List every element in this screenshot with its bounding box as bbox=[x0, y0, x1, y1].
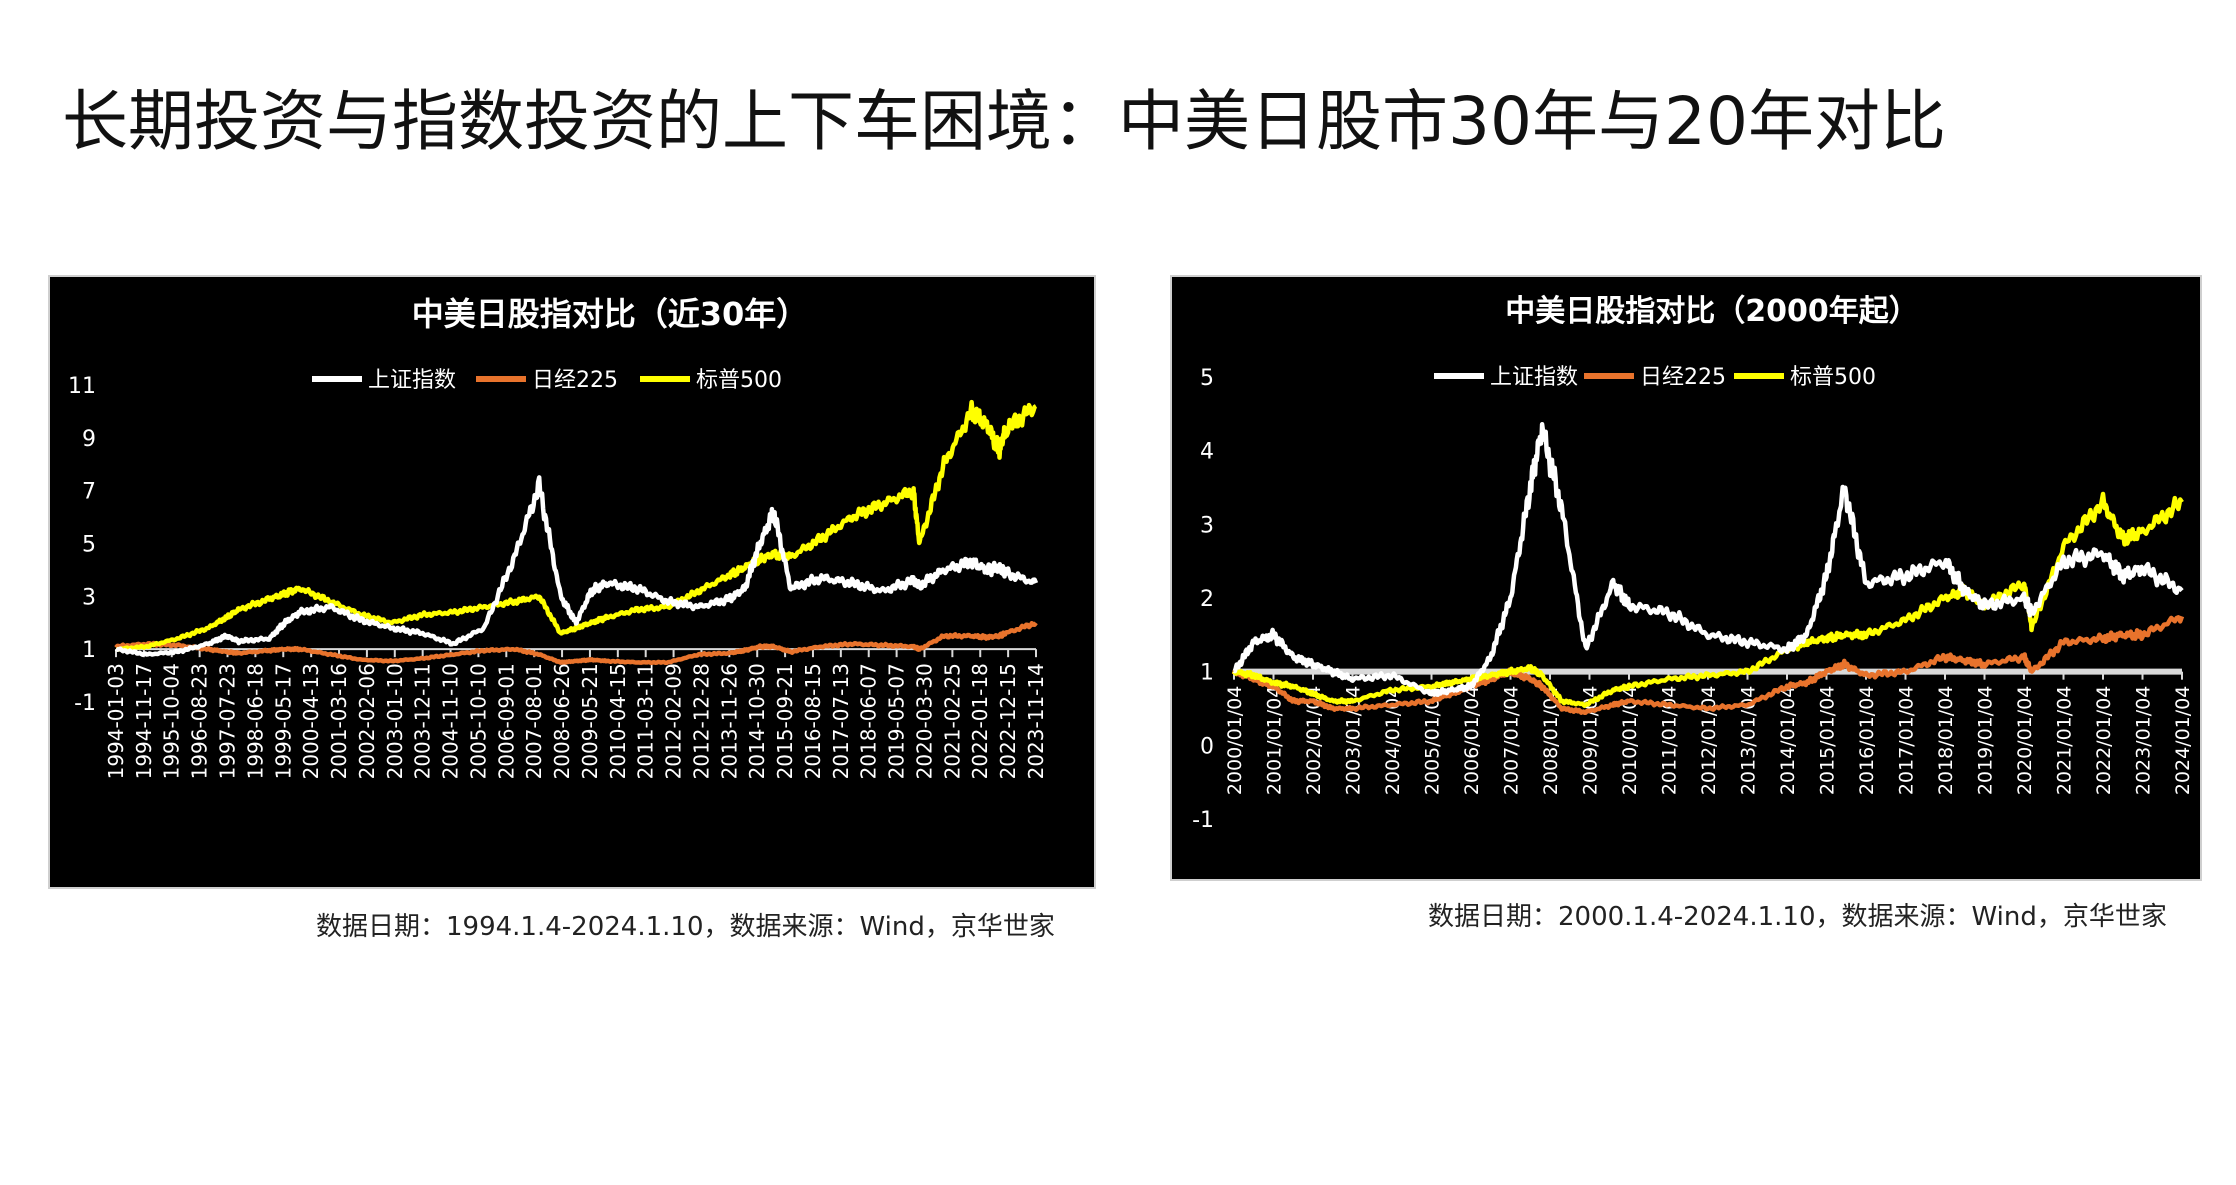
x-tick-label: 1997-07-23 bbox=[216, 663, 240, 779]
x-tick-label: 2010/01/04 bbox=[1619, 686, 1641, 796]
x-tick-label: 2022-01-18 bbox=[968, 663, 992, 779]
x-tick-label: 2008-06-26 bbox=[550, 663, 574, 779]
x-tick-label: 2006/01/04 bbox=[1461, 686, 1483, 796]
x-tick-label: 1994-01-03 bbox=[104, 663, 128, 779]
x-tick-label: 2001-03-16 bbox=[327, 663, 351, 779]
x-tick-label: 2003-12-11 bbox=[411, 663, 435, 779]
x-tick-label: 2007-08-01 bbox=[522, 663, 546, 779]
x-tick-label: 2014-10-30 bbox=[745, 663, 769, 779]
x-tick-label: 2022/01/04 bbox=[2093, 686, 2115, 796]
x-tick-label: 2013/01/04 bbox=[1738, 686, 1760, 796]
source-note-right: 数据日期：2000.1.4-2024.1.10，数据来源：Wind，京华世家 bbox=[1428, 902, 2167, 932]
x-tick-label: 2012-02-09 bbox=[662, 663, 686, 779]
legend-label-1: 上证指数 bbox=[1490, 365, 1578, 390]
x-tick-label: 2004/01/04 bbox=[1382, 686, 1404, 796]
y-tick-label: 1 bbox=[1200, 661, 1214, 686]
legend-label-3: 标普500 bbox=[1790, 365, 1876, 390]
x-tick-label: 2019-05-07 bbox=[885, 663, 909, 779]
x-tick-label: 2010-04-15 bbox=[606, 663, 630, 779]
x-tick-label: 2021-02-25 bbox=[940, 663, 964, 779]
y-tick-label: 9 bbox=[82, 427, 96, 452]
x-tick-label: 1995-10-04 bbox=[160, 663, 184, 779]
x-tick-label: 2003/01/04 bbox=[1343, 686, 1365, 796]
x-tick-label: 2020/01/04 bbox=[2014, 686, 2036, 796]
y-tick-label: 5 bbox=[82, 533, 96, 558]
series-line-1 bbox=[1232, 422, 2184, 697]
y-tick-label: 1 bbox=[82, 638, 96, 663]
x-tick-label: 2023-11-14 bbox=[1024, 663, 1048, 779]
x-tick-label: 2012-12-28 bbox=[689, 663, 713, 779]
x-tick-label: 1996-08-23 bbox=[188, 663, 212, 779]
x-tick-label: 2020-03-30 bbox=[912, 663, 936, 779]
y-tick-label: 3 bbox=[1200, 513, 1214, 538]
x-tick-label: 1994-11-17 bbox=[132, 663, 156, 779]
legend-label-2: 日经225 bbox=[1640, 365, 1726, 390]
y-tick-label: -1 bbox=[74, 691, 96, 716]
x-tick-label: 2017-07-13 bbox=[829, 663, 853, 779]
series-line-3 bbox=[115, 399, 1038, 652]
x-tick-label: 1999-05-17 bbox=[271, 663, 295, 779]
x-tick-label: 2016/01/04 bbox=[1856, 686, 1878, 796]
legend-label-2: 日经225 bbox=[532, 368, 618, 393]
x-tick-label: 2024/01/04 bbox=[2172, 686, 2194, 796]
x-tick-label: 2004-11-10 bbox=[439, 663, 463, 779]
y-tick-label: 11 bbox=[68, 374, 96, 399]
legend-label-1: 上证指数 bbox=[368, 368, 456, 393]
y-tick-label: 3 bbox=[82, 585, 96, 610]
y-tick-label: 4 bbox=[1200, 440, 1214, 465]
chart-30yr: 中美日股指对比（近30年） 上证指数 日经225 标普500 -1 1 3 5 7 9 11 1994… bbox=[68, 295, 1048, 779]
y-tick-label: 0 bbox=[1200, 734, 1214, 759]
x-tick-label: 2000/01/04 bbox=[1224, 686, 1246, 796]
chart-panel-2000: 中美日股指对比（2000年起） 上证指数 日经225 标普500 -1 0 1 2 3 4 5 200… bbox=[1170, 275, 2202, 881]
x-tick-label: 2003-01-10 bbox=[383, 663, 407, 779]
x-tick-label: 2019/01/04 bbox=[1975, 686, 1997, 796]
x-tick-label: 2017/01/04 bbox=[1896, 686, 1918, 796]
x-tick-label: 2008/01/04 bbox=[1540, 686, 1562, 796]
x-tick-label: 2005-10-10 bbox=[466, 663, 490, 779]
legend-label-3: 标普500 bbox=[696, 368, 782, 393]
x-tick-label: 2014/01/04 bbox=[1777, 686, 1799, 796]
series-line-3 bbox=[1232, 491, 2184, 708]
y-tick-label: 2 bbox=[1200, 587, 1214, 612]
chart-title: 中美日股指对比（近30年） bbox=[412, 295, 809, 333]
x-tick-label: 2013-11-26 bbox=[717, 663, 741, 779]
x-tick-label: 2006-09-01 bbox=[494, 663, 518, 779]
x-tick-label: 2015/01/04 bbox=[1817, 686, 1839, 796]
chart-title: 中美日股指对比（2000年起） bbox=[1505, 294, 1919, 329]
x-tick-label: 2018/01/04 bbox=[1935, 686, 1957, 796]
page-title: 长期投资与指数投资的上下车困境：中美日股市30年与20年对比 bbox=[62, 83, 1946, 160]
x-tick-label: 2011/01/04 bbox=[1659, 686, 1681, 796]
source-note-left: 数据日期：1994.1.4-2024.1.10，数据来源：Wind，京华世家 bbox=[316, 912, 1055, 942]
series-line-2 bbox=[114, 620, 1038, 666]
x-tick-label: 2011-03-11 bbox=[634, 663, 658, 779]
series-line-2 bbox=[1231, 615, 2185, 716]
x-tick-label: 2012/01/04 bbox=[1698, 686, 1720, 796]
y-tick-label: -1 bbox=[1192, 808, 1214, 833]
x-tick-label: 2018-06-07 bbox=[857, 663, 881, 779]
x-tick-label: 2002/01/04 bbox=[1303, 686, 1325, 796]
x-tick-label: 2000-04-13 bbox=[299, 663, 323, 779]
chart-panel-30yr: 中美日股指对比（近30年） 上证指数 日经225 标普500 -1 1 3 5 7 9 11 1994… bbox=[48, 275, 1096, 889]
y-tick-label: 7 bbox=[82, 480, 96, 505]
x-tick-label: 2005/01/04 bbox=[1422, 686, 1444, 796]
y-tick-label: 5 bbox=[1200, 366, 1214, 391]
x-tick-label: 2023/01/04 bbox=[2133, 686, 2155, 796]
x-tick-label: 2015-09-21 bbox=[773, 663, 797, 779]
x-tick-label: 2002-02-06 bbox=[355, 663, 379, 779]
x-tick-label: 2021/01/04 bbox=[2054, 686, 2076, 796]
x-tick-label: 2016-08-15 bbox=[801, 663, 825, 779]
x-tick-label: 2022-12-15 bbox=[996, 663, 1020, 779]
chart-2000: 中美日股指对比（2000年起） 上证指数 日经225 标普500 -1 0 1 2 3 4 5 200… bbox=[1192, 294, 2194, 833]
x-tick-label: 2009-05-21 bbox=[578, 663, 602, 779]
x-tick-label: 2007/01/04 bbox=[1501, 686, 1523, 796]
x-tick-label: 1998-06-18 bbox=[243, 663, 267, 779]
series-line-1 bbox=[114, 475, 1039, 657]
x-tick-label: 2001/01/04 bbox=[1264, 686, 1286, 796]
